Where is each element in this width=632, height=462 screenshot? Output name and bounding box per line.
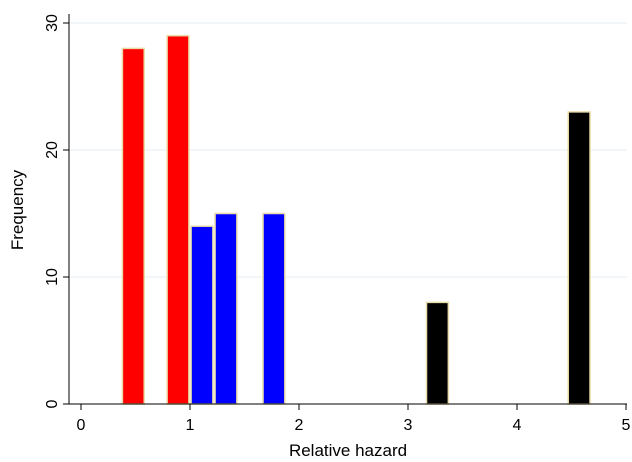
x-tick-label-3: 3 (404, 417, 413, 434)
bar-2 (166, 34, 190, 405)
x-tick-label-1: 1 (186, 417, 195, 434)
y-ticks: 0 10 20 30 (44, 14, 69, 408)
x-axis-title: Relative hazard (289, 441, 407, 460)
x-tick-label-5: 5 (622, 417, 631, 434)
y-tick-label-0: 0 (44, 399, 61, 408)
bar-3 (190, 225, 214, 405)
bar-5 (262, 212, 286, 405)
x-tick-label-4: 4 (513, 417, 522, 434)
x-tick-label-0: 0 (77, 417, 86, 434)
y-axis-title: Frequency (8, 169, 27, 250)
bar-1 (121, 47, 145, 405)
bar-4 (214, 212, 238, 405)
y-tick-label-20: 20 (44, 141, 61, 159)
bars-group (121, 34, 591, 405)
y-tick-label-30: 30 (44, 14, 61, 32)
y-tick-label-10: 10 (44, 268, 61, 286)
bar-7 (567, 111, 591, 405)
grid-lines (69, 22, 627, 278)
axes-group (68, 14, 627, 405)
x-tick-label-2: 2 (295, 417, 304, 434)
bar-6 (425, 301, 450, 405)
x-ticks: 0 1 2 3 4 5 (77, 404, 631, 434)
